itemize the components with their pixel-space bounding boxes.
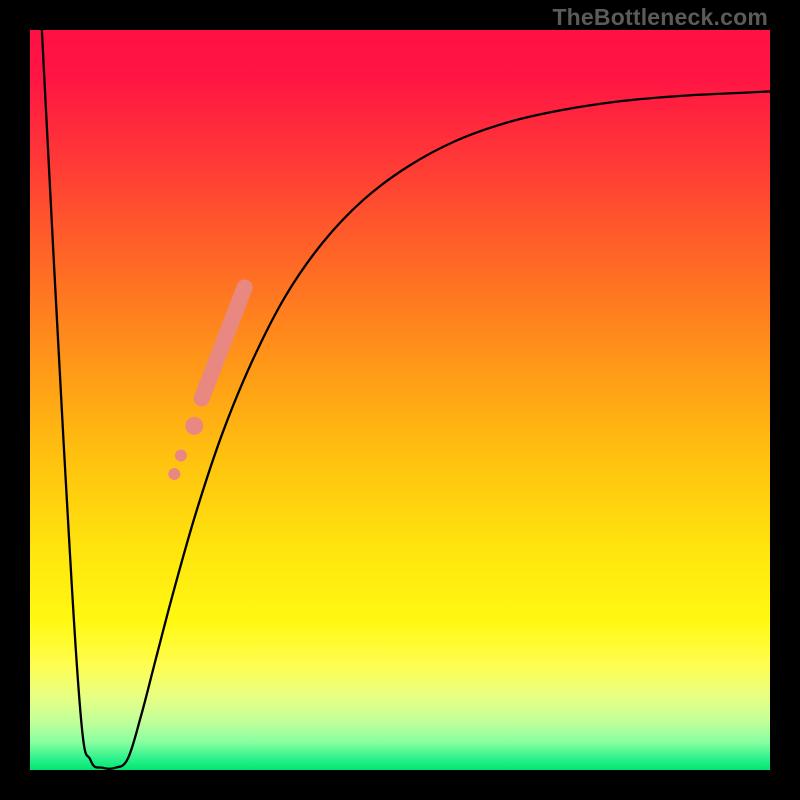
bottleneck-curve-chart xyxy=(0,0,800,800)
chart-gradient-background xyxy=(30,30,770,770)
watermark-text: TheBottleneck.com xyxy=(552,4,768,31)
data-marker-dot xyxy=(185,417,203,435)
chart-stage: TheBottleneck.com xyxy=(0,0,800,800)
data-marker-dot xyxy=(168,468,180,480)
data-marker-dot xyxy=(175,450,187,462)
